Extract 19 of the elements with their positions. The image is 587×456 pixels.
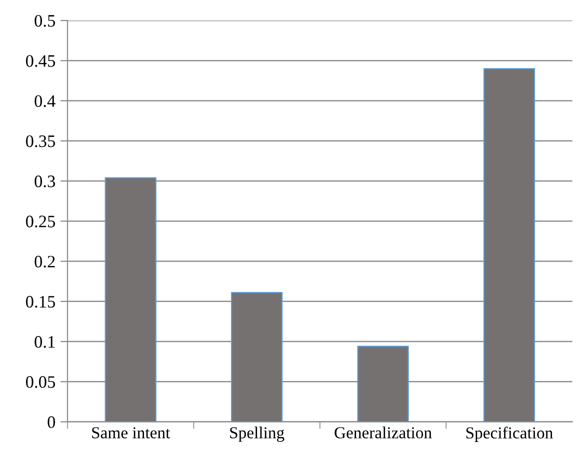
x-tick-label: Same intent xyxy=(92,427,170,438)
x-tick-label: Spelling xyxy=(230,426,284,442)
y-tick-label: 0.45 xyxy=(26,55,56,67)
bar xyxy=(231,292,283,422)
y-tick-label: 0.05 xyxy=(26,376,56,388)
x-tick-label: Generalization xyxy=(334,426,432,438)
y-tick-label: 0.35 xyxy=(26,135,56,148)
y-tick-label: 0.25 xyxy=(26,216,56,228)
bar xyxy=(104,177,156,422)
y-tick-label: 0.4 xyxy=(34,95,56,108)
y-tick-label: 0.3 xyxy=(34,176,56,188)
bar xyxy=(483,68,536,422)
y-tick-label: 0.2 xyxy=(34,256,55,268)
y-tick-label: 0 xyxy=(48,416,56,428)
y-tick-label: 0.1 xyxy=(34,336,55,348)
x-tick-label: Specification xyxy=(466,426,553,442)
bar xyxy=(357,346,409,422)
y-tick-label: 0.5 xyxy=(34,15,56,27)
y-tick-label: 0.15 xyxy=(26,296,56,308)
